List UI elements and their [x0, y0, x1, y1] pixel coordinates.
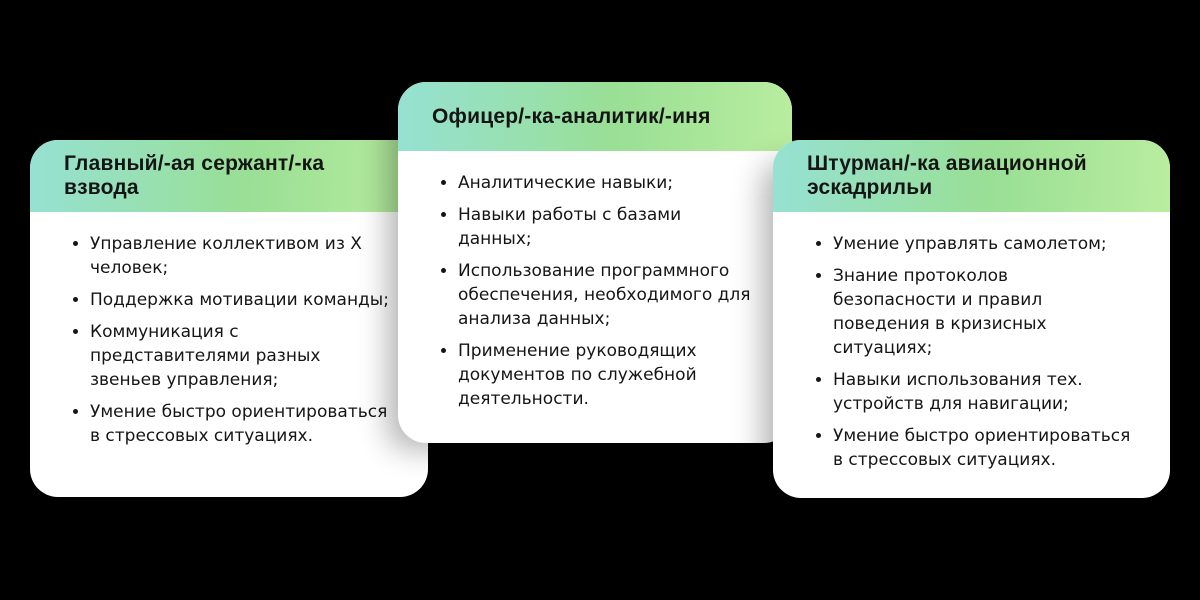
skill-item: Навыки использования тех. устройств для …	[833, 368, 1136, 416]
skill-item: Управление коллективом из X человек;	[90, 232, 394, 280]
skill-item: Применение руководящих документов по слу…	[458, 339, 758, 411]
card-header: Штурман/-ка авиационной эскадрильи	[773, 140, 1170, 212]
skill-item: Использование программного обеспечения, …	[458, 259, 758, 331]
role-card-platoon-sergeant: Главный/-ая сержант/-ка взвода Управлени…	[30, 140, 428, 497]
skill-list: Аналитические навыки; Навыки работы с баз…	[434, 171, 758, 411]
role-card-navigator: Штурман/-ка авиационной эскадрильи Умени…	[773, 140, 1170, 498]
skill-item: Умение быстро ориентироваться в стрессов…	[90, 400, 394, 448]
card-header: Офицер/-ка-аналитик/-иня	[398, 82, 792, 151]
card-title: Штурман/-ка авиационной эскадрильи	[807, 152, 1087, 199]
card-body: Умение управлять самолетом; Знание проток…	[773, 212, 1170, 490]
skill-item: Аналитические навыки;	[458, 171, 758, 195]
card-title: Офицер/-ка-аналитик/-иня	[432, 104, 711, 128]
skill-list: Управление коллективом из X человек; Подд…	[66, 232, 394, 448]
skill-item: Навыки работы с базами данных;	[458, 203, 758, 251]
card-title: Главный/-ая сержант/-ка взвода	[64, 152, 325, 199]
card-header: Главный/-ая сержант/-ка взвода	[30, 140, 428, 212]
skill-item: Поддержка мотивации команды;	[90, 288, 394, 312]
skill-item: Умение управлять самолетом;	[833, 232, 1136, 256]
card-body: Аналитические навыки; Навыки работы с баз…	[398, 151, 792, 429]
skill-list: Умение управлять самолетом; Знание проток…	[809, 232, 1136, 472]
role-card-analyst-officer: Офицер/-ка-аналитик/-иня Аналитические н…	[398, 82, 792, 443]
skill-item: Знание протоколов безопасности и правил …	[833, 264, 1136, 360]
card-body: Управление коллективом из X человек; Подд…	[30, 212, 428, 466]
skill-item: Коммуникация с представителями разных зв…	[90, 320, 394, 392]
skill-item: Умение быстро ориентироваться в стрессов…	[833, 424, 1136, 472]
